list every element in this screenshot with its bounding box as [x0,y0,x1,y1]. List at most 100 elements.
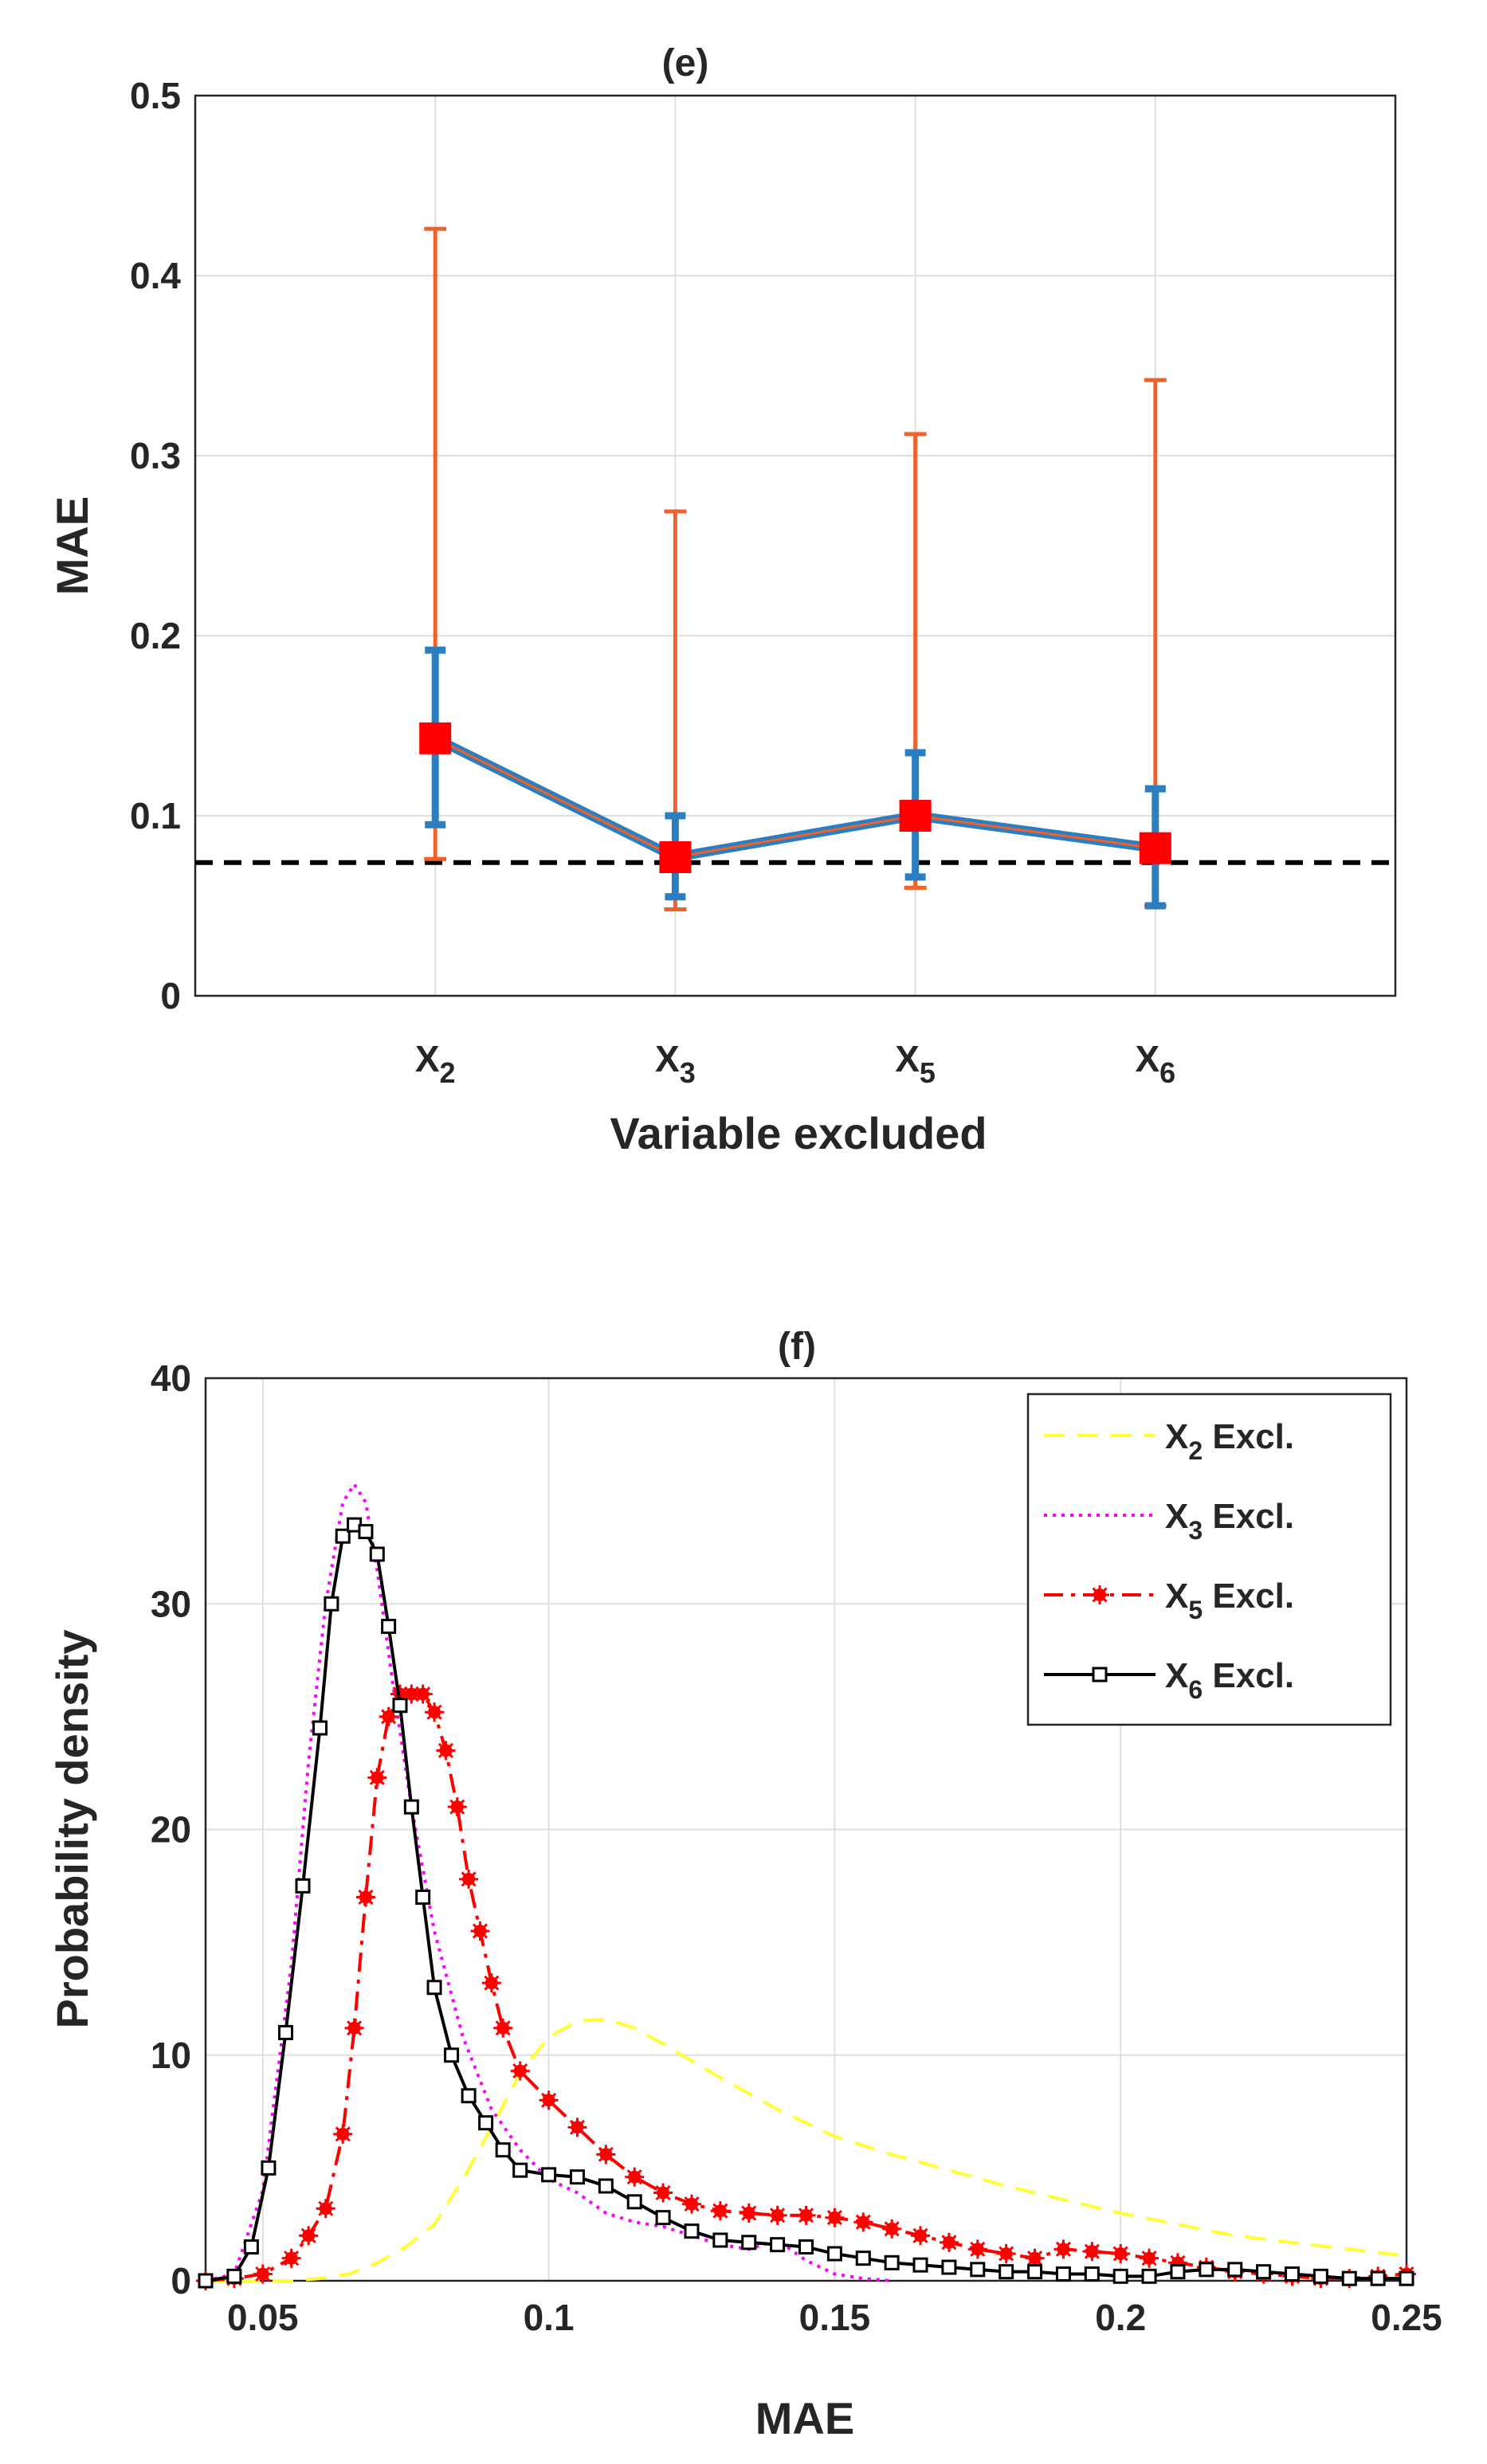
legend-box [1026,1393,1392,1726]
series-2-point [1090,1585,1109,1604]
series-2-point [344,2018,364,2038]
x-axis-label-f: MAE [755,2393,854,2443]
x-tick-labels-f: 0.05 0.1 0.15 0.2 0.25 [227,2297,1442,2338]
series-3-point [1084,2266,1100,2282]
series-3-point [884,2254,900,2270]
series-2-point [767,2205,787,2225]
star-marker-ray [347,2020,363,2036]
series-3-point [1112,2268,1128,2284]
star-marker-ray [1112,2246,1128,2262]
axes-box-e [194,94,1397,997]
legend-label-sub: 5 [1188,1596,1203,1624]
series-3-point [1227,2262,1243,2278]
series-3-point [312,1720,328,1736]
x-tick-label-base: X [1135,1038,1159,1079]
series-3-point [392,1698,408,1714]
series-3-point [770,2237,786,2253]
series-3-point [1341,2270,1357,2286]
x-tick-label: 0.05 [227,2297,299,2338]
series-2-point [710,2201,730,2221]
series-3-point [999,2264,1014,2280]
series-2-point [996,2244,1016,2264]
series-3-point [1199,2262,1214,2278]
star-marker-ray [712,2203,728,2219]
series-3-point [912,2257,928,2273]
x-tick-label: 0.15 [799,2297,871,2338]
star-marker-ray [255,2266,271,2282]
y-tick-label: 0.2 [130,615,181,656]
series-3-point [1284,2266,1300,2282]
y-tick-labels-e: 0 0.1 0.2 0.3 0.4 0.5 [130,75,181,1017]
x-tick-label-base: X [895,1038,920,1079]
series-3-point [261,2160,277,2176]
axes-box-f [204,1377,1408,2282]
series-3-point [415,1889,431,1905]
series-3-point [626,2194,642,2210]
star-marker-ray [1092,1587,1108,1603]
series-2-point [1025,2248,1045,2268]
series-3-point [1256,2264,1272,2280]
series-2-point [825,2207,845,2227]
series-2-point [967,2239,987,2259]
legend-label-rest: Excl. [1203,1417,1294,1456]
mean-marker [659,840,692,873]
series-3-point [478,2115,494,2131]
star-marker-ray [472,1923,488,1939]
y-tick-label: 0.1 [130,795,181,836]
series-line [206,2017,1407,2282]
series-3-point [1170,2264,1186,2280]
series-2-point [1111,2244,1131,2264]
star-marker-ray [741,2205,757,2221]
series-3-point [598,2178,614,2194]
series-3-point [495,2142,511,2158]
series-3-point [198,2273,214,2289]
series-2-point [1053,2239,1073,2259]
y-tick-label: 40 [151,1357,191,1399]
star-marker-ray [449,1799,465,1815]
series-2-point [939,2232,959,2252]
series-2-point [681,2194,701,2214]
series-2-point [355,1887,375,1907]
series-3-point [655,2210,671,2226]
star-marker-ray [335,2126,351,2142]
legend-label-rest: Excl. [1203,1497,1294,1536]
series-2-point [653,2183,673,2203]
series-2-point [739,2203,759,2223]
series-3-point [324,1596,339,1612]
series-3 [198,1517,1414,2289]
x-tick-label-base: X [415,1038,440,1079]
series-3-point [461,2088,477,2104]
series-2-point [510,2061,530,2081]
y-tick-label: 10 [151,2035,191,2076]
star-marker-ray [1055,2241,1071,2257]
series-3-point [541,2167,557,2183]
chart-panel-e: (e) 00.10.20.30.40.5 X2 X3 X5 X6 Variable e… [47,42,1397,1158]
series-3-point [569,2169,585,2185]
y-tick-label: 30 [151,1583,191,1624]
star-marker-ray [598,2146,614,2162]
x-tick-label-sub: 6 [1159,1056,1175,1089]
star-marker-ray [484,1975,500,1991]
x-tick-label-sub: 5 [920,1056,936,1089]
chart-title-e: (e) [662,42,709,84]
series-3-point [798,2239,814,2255]
series-2-point [436,1741,456,1761]
x-tick-label-sub: 2 [440,1056,456,1089]
series-2-point [316,2199,335,2219]
y-tick-label: 0 [160,975,181,1017]
series-2-point [413,1684,433,1704]
star-marker-ray [770,2207,786,2223]
series-3-point [444,2047,460,2063]
series-2-point [281,2248,301,2268]
star-marker-ray [318,2200,334,2216]
star-marker-ray [437,1742,453,1758]
legend-entry: X2 Excl. [1044,1417,1294,1465]
x-tick-label: 0.2 [1095,2297,1146,2338]
series-2-point [796,2205,816,2225]
series-2-point [425,1702,445,1722]
legend-label: X3 Excl. [1165,1497,1294,1545]
x-tick-label: X5 [895,1038,936,1089]
series-2-point [299,2226,319,2246]
series-2-point [625,2167,645,2187]
legend-entry: X5 Excl. [1044,1577,1294,1624]
